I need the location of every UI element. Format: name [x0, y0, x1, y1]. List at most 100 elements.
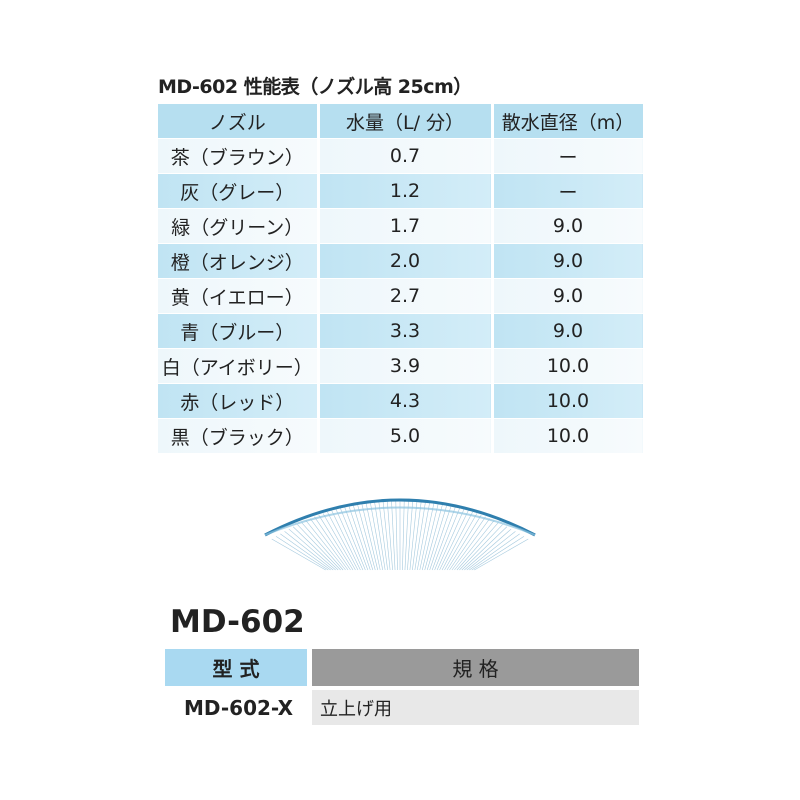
table-cell: 2.0: [318, 243, 494, 279]
spray-stroke: [449, 516, 486, 571]
table-cell: ー: [492, 138, 646, 174]
header-cell: 散水直径（m）: [492, 104, 646, 139]
table-cell: ー: [492, 173, 646, 209]
spray-stroke: [382, 499, 391, 571]
spray-stroke: [466, 531, 516, 571]
spray-stroke: [264, 498, 536, 537]
table-cell: 10.0: [492, 348, 646, 384]
table-cell: 1.2: [318, 173, 494, 209]
spray-stroke: [309, 518, 349, 571]
spray-stroke: [431, 506, 456, 571]
spray-stroke: [439, 510, 469, 571]
spray-stroke: [301, 522, 344, 571]
table-row: 橙（オレンジ） 2.0 9.0: [158, 243, 646, 279]
table-row: 黒（ブラック） 5.0 10.0: [158, 418, 646, 454]
spray-stroke: [327, 511, 359, 571]
spray-stroke: [374, 500, 386, 571]
spray-stroke: [280, 533, 331, 571]
table-cell: 10.0: [492, 418, 646, 454]
spray-stroke: [339, 507, 366, 571]
table-row: 灰（グレー） 1.2 ー: [158, 173, 646, 209]
spec-table: 型 式規 格 MD-602-X 立上げ用: [165, 645, 639, 729]
table-row: 緑（グリーン） 1.7 9.0: [158, 208, 646, 244]
table-cell: 白（アイボリー）: [158, 348, 320, 384]
table-cell: 赤（レッド）: [158, 383, 320, 419]
spray-stroke: [391, 499, 396, 571]
spray-illustration: [264, 498, 536, 571]
spray-stroke: [284, 531, 334, 571]
spray-stroke: [356, 503, 376, 571]
table-row: MD-602-X 立上げ用: [165, 690, 639, 725]
table-cell: 0.7: [318, 138, 494, 174]
spray-stroke: [352, 504, 374, 571]
spray-stroke: [474, 538, 529, 571]
spray-stroke: [459, 524, 503, 571]
spray-stroke: [402, 499, 405, 571]
spray-stroke: [305, 520, 346, 571]
table-cell: 黄（イエロー）: [158, 278, 320, 314]
spray-stroke: [407, 499, 414, 571]
table-row: 青（ブルー） 3.3 9.0: [158, 313, 646, 349]
spray-stroke: [461, 526, 508, 571]
spray-stroke: [444, 513, 478, 571]
table-cell: 9.0: [492, 243, 646, 279]
spray-stroke: [271, 538, 326, 571]
table-cell: 9.0: [492, 208, 646, 244]
table-cell: 9.0: [492, 278, 646, 314]
spray-stroke: [386, 499, 393, 571]
table-cell: 2.7: [318, 278, 494, 314]
table-cell: 3.3: [318, 313, 494, 349]
spray-stroke: [454, 520, 495, 571]
table-cell: 5.0: [318, 418, 494, 454]
spray-stroke: [395, 499, 398, 571]
spray-stroke: [412, 500, 422, 571]
spray-stroke: [417, 501, 431, 571]
spray-stroke: [429, 505, 452, 571]
spray-stroke: [378, 500, 388, 571]
header-cell: 水量（L/ 分）: [318, 104, 494, 139]
table-cell: 4.3: [318, 383, 494, 419]
table-cell: 黒（ブラック）: [158, 418, 320, 454]
spray-stroke: [441, 511, 473, 571]
table-cell: 9.0: [492, 313, 646, 349]
table-cell: 10.0: [492, 383, 646, 419]
table-cell: 灰（グレー）: [158, 173, 320, 209]
spray-stroke: [414, 500, 426, 571]
spray-stroke: [421, 502, 439, 571]
spray-stroke: [344, 506, 369, 571]
table-cell: 橙（オレンジ）: [158, 243, 320, 279]
spray-stroke: [456, 522, 499, 571]
spray-stroke: [409, 499, 418, 571]
spray-stroke: [404, 499, 409, 571]
header-cell: ノズル: [158, 104, 320, 139]
spray-stroke: [314, 516, 351, 571]
spray-stroke: [369, 501, 383, 571]
table-cell: MD-602-X: [183, 695, 293, 720]
table-row: 茶（ブラウン） 0.7 ー: [158, 138, 646, 174]
table-cell: 青（ブルー）: [158, 313, 320, 349]
table-row: 白（アイボリー） 3.9 10.0: [158, 348, 646, 384]
spray-stroke: [297, 524, 341, 571]
spray-stroke: [292, 526, 339, 571]
header-cell: 型 式: [165, 649, 312, 686]
spray-stroke: [451, 518, 491, 571]
spray-stroke: [471, 536, 525, 571]
performance-table: ノズル 水量（L/ 分） 散水直径（m） 茶（ブラウン） 0.7 ー灰（グレー） 1.2 ー…: [158, 104, 646, 454]
spray-stroke: [464, 528, 512, 571]
spray-stroke: [275, 536, 329, 571]
table-row: 黄（イエロー） 2.7 9.0: [158, 278, 646, 314]
table-title: MD-602 性能表（ノズル高 25cm）: [158, 76, 472, 98]
spray-stroke: [335, 508, 364, 571]
spray-stroke: [318, 514, 354, 571]
spray-stroke: [434, 507, 461, 571]
table-cell: 3.9: [318, 348, 494, 384]
spray-stroke: [361, 502, 379, 571]
spray-stroke: [288, 528, 336, 571]
spray-stroke: [426, 504, 448, 571]
spray-stroke: [331, 510, 361, 571]
spray-stroke: [264, 506, 536, 536]
table-cell: 立上げ用: [312, 690, 639, 725]
spray-stroke: [365, 501, 381, 571]
spray-stroke: [348, 505, 371, 571]
